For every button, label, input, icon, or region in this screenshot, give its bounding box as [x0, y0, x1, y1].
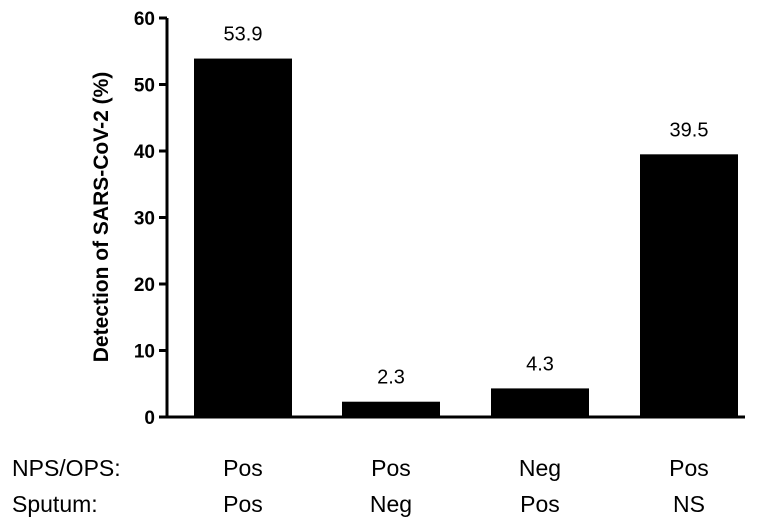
category-label: Neg [370, 491, 412, 517]
y-tick-label: 10 [134, 342, 155, 363]
category-labels: NPS/OPS: Pos Pos Neg Pos Sputum: Pos Neg Pos NS [12, 455, 709, 517]
category-label: Pos [223, 455, 263, 481]
bar [491, 388, 589, 417]
data-label: 53.9 [224, 24, 263, 46]
y-tick-label: 40 [134, 142, 155, 163]
bar [640, 154, 738, 417]
category-label: Pos [669, 455, 709, 481]
y-tick-label: 20 [134, 275, 155, 296]
row-header: Sputum: [12, 491, 98, 517]
category-label: Pos [223, 491, 263, 517]
y-tick-label: 50 [134, 76, 155, 97]
data-label: 4.3 [526, 353, 554, 375]
category-label: Neg [519, 455, 561, 481]
y-tick-label: 30 [134, 209, 155, 230]
y-axis-label: Detection of SARS-CoV-2 (%) [90, 72, 113, 363]
bar [194, 58, 292, 417]
bars [194, 58, 738, 417]
y-tick-label: 60 [134, 9, 155, 30]
y-tick-label: 0 [144, 408, 155, 429]
data-label: 2.3 [377, 367, 405, 389]
category-label: Pos [520, 491, 560, 517]
data-label: 39.5 [670, 119, 709, 141]
bar [342, 401, 440, 417]
category-label: Pos [371, 455, 411, 481]
category-label: NS [673, 491, 705, 517]
row-header: NPS/OPS: [12, 455, 121, 481]
data-labels: 53.9 2.3 4.3 39.5 [224, 24, 709, 389]
